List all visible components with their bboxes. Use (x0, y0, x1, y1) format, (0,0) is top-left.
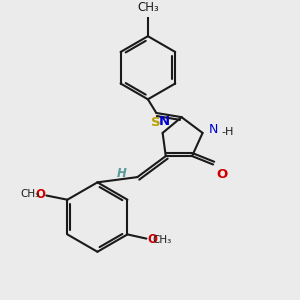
Text: O: O (216, 168, 227, 181)
Text: H: H (117, 167, 127, 180)
Text: O: O (35, 188, 45, 201)
Text: O: O (148, 233, 158, 246)
Text: CH₃: CH₃ (153, 235, 172, 245)
Text: CH₃: CH₃ (137, 1, 159, 14)
Text: CH₃: CH₃ (21, 190, 40, 200)
Text: -H: -H (221, 127, 234, 137)
Text: N: N (158, 115, 169, 128)
Text: N: N (209, 123, 218, 136)
Text: S: S (152, 116, 161, 129)
